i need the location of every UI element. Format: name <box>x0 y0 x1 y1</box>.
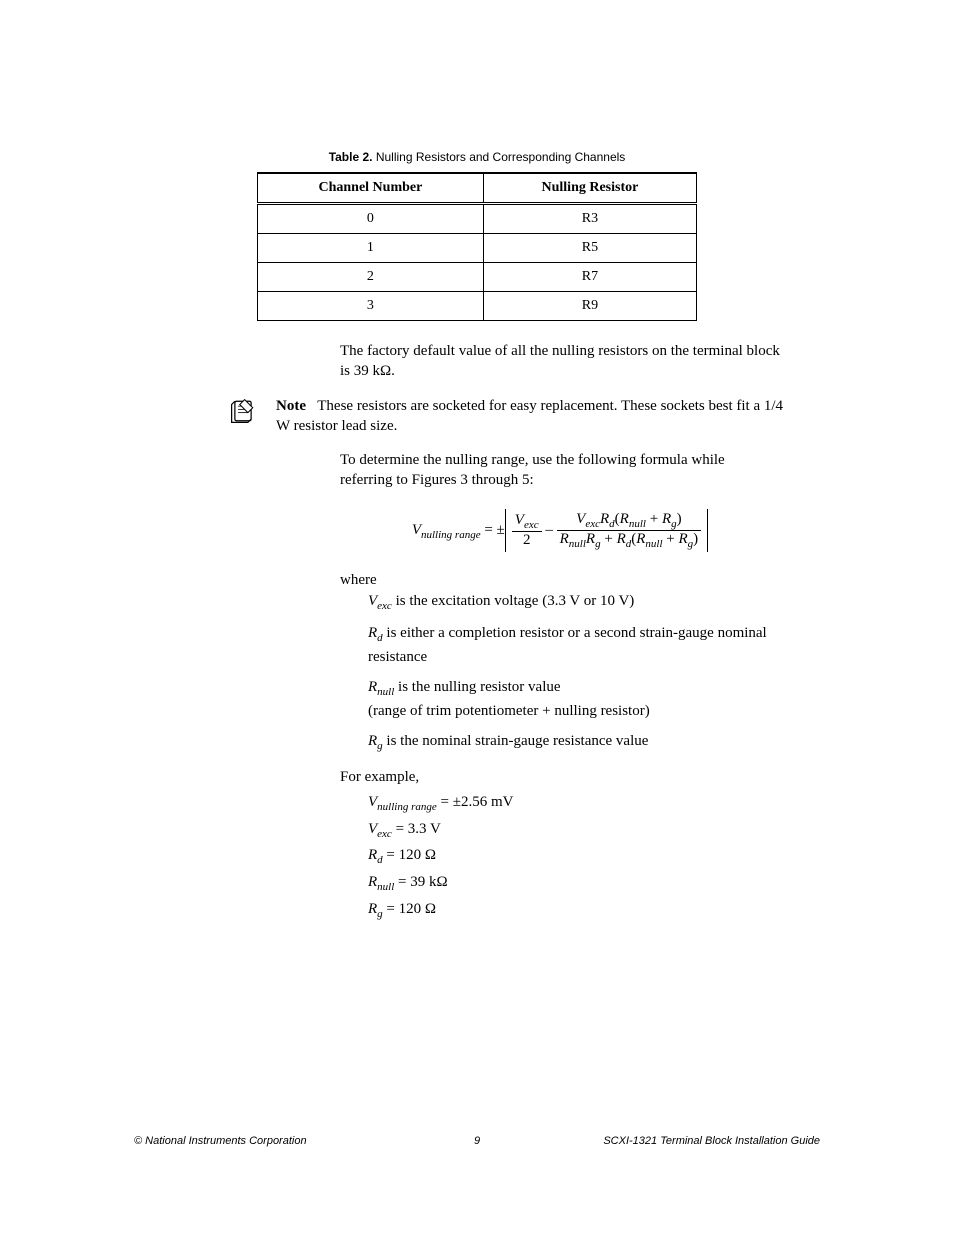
example-line-3: Rd = 120 Ω <box>368 843 780 870</box>
where-item-rnull: Rnull is the nulling resistor value (ran… <box>368 677 780 723</box>
t2d-b-var: R <box>586 531 595 547</box>
ex-l5-val: = 120 Ω <box>383 901 436 917</box>
ex-l4-var: R <box>368 874 377 890</box>
example-line-1: Vnulling range = ±2.56 mV <box>368 790 780 817</box>
t2d-c-var: R <box>617 531 626 547</box>
formula-term2: VexcRd(Rnull + Rg)RnullRg + Rd(Rnull + R… <box>557 511 702 550</box>
t2d-pplus: + <box>663 531 679 547</box>
formula-eq: = ± <box>481 521 505 537</box>
vexc-sub: exc <box>377 600 392 612</box>
rg-text: is the nominal strain-gauge resistance v… <box>383 733 649 749</box>
ex-l3-val: = 120 Ω <box>383 847 436 863</box>
example-line-5: Rg = 120 Ω <box>368 897 780 924</box>
vexc-var: V <box>368 593 377 609</box>
paragraph-default: The factory default value of all the nul… <box>340 341 780 382</box>
where-label: where <box>340 570 780 592</box>
ex-l1-val: = ±2.56 mV <box>437 794 514 810</box>
table-cell-channel: 2 <box>258 263 484 292</box>
ex-l5-var: R <box>368 901 377 917</box>
t2n-a-var: V <box>576 511 585 527</box>
table-row: 2 R7 <box>258 263 697 292</box>
ex-l1-sub: nulling range <box>377 801 437 813</box>
table-cell-resistor: R7 <box>483 263 696 292</box>
t2n-b-var: R <box>600 511 609 527</box>
example-line-2: Vexc = 3.3 V <box>368 817 780 844</box>
t2n-plus: + <box>646 511 662 527</box>
where-item-rd: Rd is either a completion resistor or a … <box>368 623 780 669</box>
rd-text: is either a completion resistor or a sec… <box>368 625 767 665</box>
ex-l3-var: R <box>368 847 377 863</box>
rnull-sub: null <box>377 686 394 698</box>
formula-minus: – <box>542 521 557 537</box>
rnull-text-a: is the nulling resistor value <box>394 679 560 695</box>
table-row: 0 R3 <box>258 204 697 234</box>
rd-var: R <box>368 625 377 641</box>
where-item-vexc: Vexc is the excitation voltage (3.3 V or… <box>368 591 780 615</box>
table-cell-resistor: R9 <box>483 292 696 321</box>
table-row: 1 R5 <box>258 234 697 263</box>
formula-t1-den: 2 <box>512 532 542 549</box>
t2d-plus: + <box>601 531 617 547</box>
resistor-table: Channel Number Nulling Resistor 0 R3 1 R… <box>257 172 697 321</box>
ex-l4-sub: null <box>377 881 394 893</box>
t2d-pb-var: R <box>679 531 688 547</box>
t2n-pa-var: R <box>620 511 629 527</box>
ex-l2-sub: exc <box>377 828 392 840</box>
t2n-pa-sub: null <box>629 518 646 530</box>
formula-t1-num-sub: exc <box>524 519 539 531</box>
page-content: Table 2. Nulling Resistors and Correspon… <box>0 0 954 923</box>
t2n-a-sub: exc <box>585 518 600 530</box>
table-caption-bold: Table 2. <box>329 150 373 164</box>
paragraph-formula-intro: To determine the nulling range, use the … <box>340 450 780 491</box>
formula-t1-num-var: V <box>515 512 524 528</box>
table-header-resistor: Nulling Resistor <box>483 173 696 204</box>
nulling-range-formula: Vnulling range = ±Vexc2 – VexcRd(Rnull +… <box>340 509 780 552</box>
t2d-a-sub: null <box>569 538 586 550</box>
table-cell-channel: 3 <box>258 292 484 321</box>
rnull-var: R <box>368 679 377 695</box>
ex-l2-var: V <box>368 821 377 837</box>
table-caption: Table 2. Nulling Resistors and Correspon… <box>170 150 784 164</box>
t2n-pb-var: R <box>662 511 671 527</box>
note-block: Note These resistors are socketed for ea… <box>230 396 790 437</box>
formula-lhs-sub: nulling range <box>421 528 481 540</box>
note-icon <box>230 398 256 424</box>
formula-abs: Vexc2 – VexcRd(Rnull + Rg)RnullRg + Rd(R… <box>505 509 708 552</box>
example-line-4: Rnull = 39 kΩ <box>368 870 780 897</box>
example-label: For example, <box>340 765 780 791</box>
table-cell-resistor: R3 <box>483 204 696 234</box>
vexc-text: is the excitation voltage (3.3 V or 10 V… <box>392 593 634 609</box>
table-cell-channel: 1 <box>258 234 484 263</box>
table-header-channel: Channel Number <box>258 173 484 204</box>
table-cell-channel: 0 <box>258 204 484 234</box>
ex-l4-val: = 39 kΩ <box>394 874 447 890</box>
where-block: where Vexc is the excitation voltage (3.… <box>340 570 780 755</box>
note-text: Note These resistors are socketed for ea… <box>276 396 790 437</box>
note-body: These resistors are socketed for easy re… <box>276 398 783 434</box>
rnull-text-b: (range of trim potentiometer + nulling r… <box>368 703 650 719</box>
t2d-a-var: R <box>560 531 569 547</box>
where-item-rg: Rg is the nominal strain-gauge resistanc… <box>368 731 780 755</box>
page-footer: © National Instruments Corporation 9 SCX… <box>134 1135 820 1147</box>
footer-page-number: 9 <box>134 1135 820 1147</box>
ex-l2-val: = 3.3 V <box>392 821 441 837</box>
formula-term1: Vexc2 <box>512 512 542 549</box>
formula-lhs-var: V <box>412 521 421 537</box>
note-label: Note <box>276 398 306 414</box>
table-row: 3 R9 <box>258 292 697 321</box>
table-cell-resistor: R5 <box>483 234 696 263</box>
rg-var: R <box>368 733 377 749</box>
table-caption-text: Nulling Resistors and Corresponding Chan… <box>376 150 625 164</box>
ex-l1-var: V <box>368 794 377 810</box>
example-block: For example, Vnulling range = ±2.56 mV V… <box>340 765 780 924</box>
t2d-pa-sub: null <box>645 538 662 550</box>
